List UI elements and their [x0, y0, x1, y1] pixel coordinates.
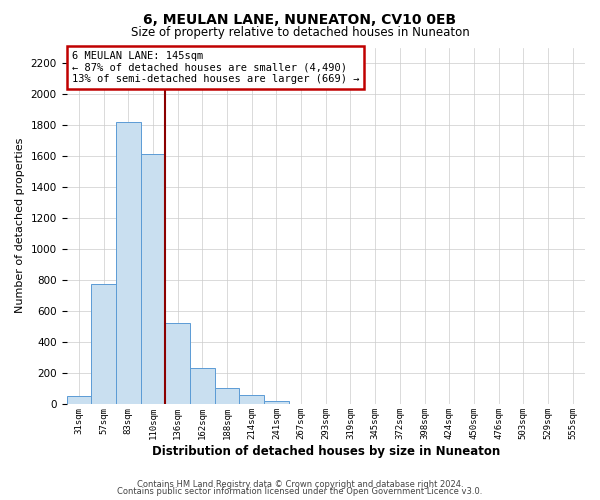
Y-axis label: Number of detached properties: Number of detached properties	[15, 138, 25, 314]
Bar	[215, 388, 239, 404]
X-axis label: Distribution of detached houses by size in Nuneaton: Distribution of detached houses by size …	[152, 444, 500, 458]
Bar	[239, 396, 264, 404]
Bar	[67, 396, 91, 404]
Bar	[264, 401, 289, 404]
Bar	[190, 368, 215, 404]
Text: Size of property relative to detached houses in Nuneaton: Size of property relative to detached ho…	[131, 26, 469, 39]
Bar	[165, 324, 190, 404]
Text: 6, MEULAN LANE, NUNEATON, CV10 0EB: 6, MEULAN LANE, NUNEATON, CV10 0EB	[143, 12, 457, 26]
Text: Contains public sector information licensed under the Open Government Licence v3: Contains public sector information licen…	[118, 487, 482, 496]
Text: Contains HM Land Registry data © Crown copyright and database right 2024.: Contains HM Land Registry data © Crown c…	[137, 480, 463, 489]
Bar	[116, 122, 140, 404]
Bar	[140, 154, 165, 404]
Bar	[91, 284, 116, 404]
Text: 6 MEULAN LANE: 145sqm
← 87% of detached houses are smaller (4,490)
13% of semi-d: 6 MEULAN LANE: 145sqm ← 87% of detached …	[72, 51, 359, 84]
